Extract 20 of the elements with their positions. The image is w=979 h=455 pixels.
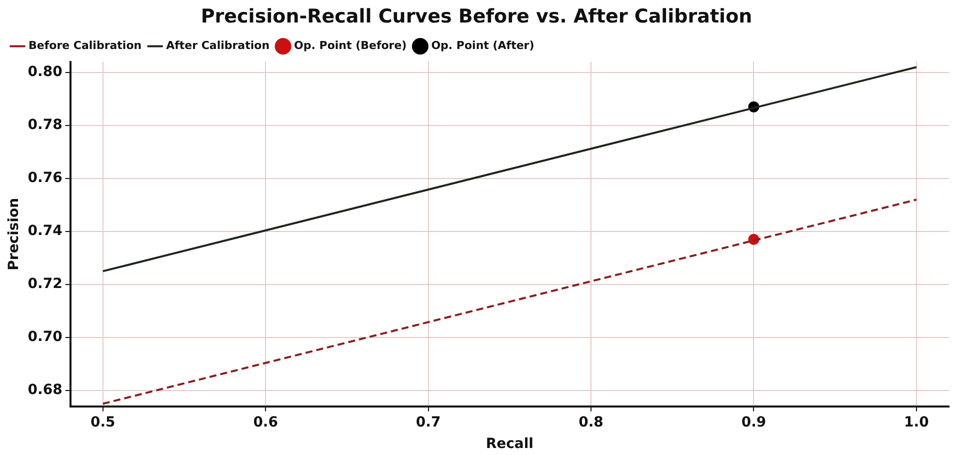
x-axis-title: Recall <box>486 436 534 452</box>
y-tick-label: 0.76 <box>28 170 62 186</box>
x-tick-label: 0.5 <box>90 414 116 430</box>
legend-label: Op. Point (Before) <box>294 39 407 52</box>
legend-label: After Calibration <box>166 39 270 52</box>
y-tick-label: 0.80 <box>28 64 63 80</box>
x-tick-label: 0.7 <box>416 414 441 430</box>
y-tick-label: 0.74 <box>28 223 63 240</box>
y-tick-label: 0.72 <box>28 276 62 292</box>
x-tick-label: 1.0 <box>904 414 930 430</box>
chart-title: Precision-Recall Curves Before vs. After Calibration <box>200 5 752 28</box>
y-tick-label: 0.70 <box>28 329 63 346</box>
y-tick-label: 0.68 <box>28 382 62 398</box>
x-tick-label: 0.6 <box>253 414 278 430</box>
legend-label: Op. Point (After) <box>431 39 534 52</box>
x-tick-label: 0.8 <box>578 414 604 430</box>
x-tick-label: 0.9 <box>741 414 766 430</box>
y-tick-label: 0.78 <box>28 117 62 134</box>
legend-label: Before Calibration <box>28 39 142 52</box>
y-axis-title: Precision <box>6 198 22 270</box>
